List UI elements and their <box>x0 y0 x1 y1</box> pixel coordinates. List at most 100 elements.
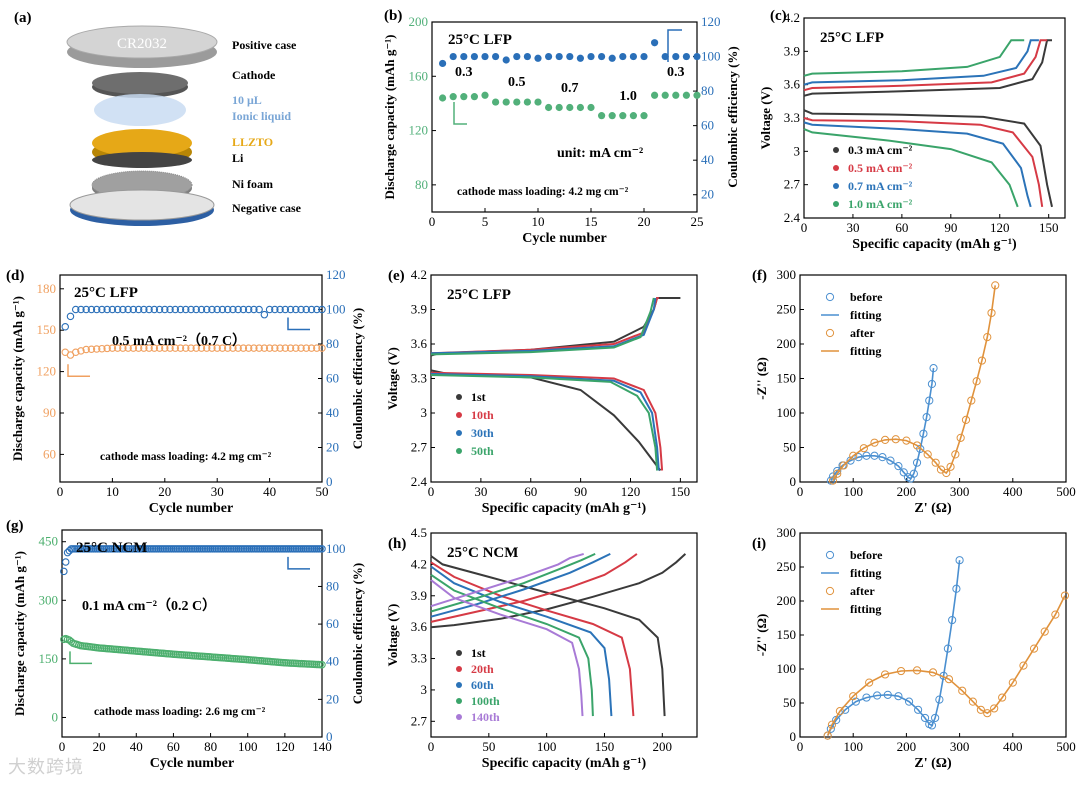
y-axis-label: Discharge capacity (mAh g⁻¹) <box>10 296 25 461</box>
layer-label: Li <box>232 151 244 165</box>
efficiency-point <box>608 54 616 62</box>
capacity-point <box>250 344 258 352</box>
y2-tick-label: 120 <box>326 267 346 282</box>
y-tick-label: 80 <box>415 177 428 192</box>
eis-point <box>899 468 908 477</box>
y-tick-label: 300 <box>39 592 59 607</box>
layer-label: Negative case <box>232 201 302 215</box>
y-tick-label: 3.6 <box>411 619 428 634</box>
efficiency-point <box>140 305 148 314</box>
y-axis-label: Voltage (V) <box>758 87 773 150</box>
efficiency-point <box>124 305 132 314</box>
efficiency-point <box>119 305 127 314</box>
y2-tick-label: 20 <box>326 440 339 455</box>
capacity-point <box>187 344 195 352</box>
y-tick-label: 0 <box>790 474 797 489</box>
efficiency-point <box>318 545 326 553</box>
capacity-point <box>651 91 659 99</box>
efficiency-point <box>640 52 648 61</box>
efficiency-point <box>523 52 532 61</box>
efficiency-point <box>693 52 701 61</box>
y2-tick-label: 60 <box>701 118 714 133</box>
x-tick-label: 40 <box>130 739 143 754</box>
y-tick-label: 150 <box>777 371 797 386</box>
discharge-curve <box>430 374 659 471</box>
legend-label: after <box>850 584 875 598</box>
capacity-point <box>71 348 80 357</box>
y-tick-label: 4.2 <box>411 267 427 282</box>
li-disc <box>92 152 192 168</box>
eis-point <box>1008 678 1017 687</box>
discharge-curve <box>430 372 660 471</box>
efficiency-point <box>61 558 70 566</box>
efficiency-point <box>98 305 106 314</box>
capacity-point <box>182 344 190 352</box>
x-tick-label: 25 <box>691 214 704 229</box>
eis-point <box>859 444 868 453</box>
efficiency-point <box>555 52 563 61</box>
efficiency-point <box>492 52 500 61</box>
x-axis-label: Specific capacity (mAh g⁻¹) <box>852 237 1017 252</box>
efficiency-point <box>77 305 85 314</box>
discharge-curve <box>430 573 594 717</box>
capacity-point <box>92 345 101 353</box>
efficiency-point <box>587 52 595 61</box>
efficiency-point <box>502 56 510 64</box>
charge-curve <box>430 552 584 608</box>
panel-e: (e) 0 30 60 90 120 150 2.4 2.7 3 3.3 3.6 3.9 4.2 Speci… <box>385 267 698 516</box>
x-axis-label: Specific capacity (mAh g⁻¹) <box>482 501 647 516</box>
eis-point <box>828 476 838 485</box>
y-tick-label: 3.9 <box>411 302 427 317</box>
efficiency-point <box>63 548 72 557</box>
legend-marker <box>456 394 462 400</box>
discharge-curve <box>803 109 1053 208</box>
layer-label: Ionic liquid <box>232 109 291 123</box>
y-axis-label: Voltage (V) <box>385 347 400 410</box>
x-tick-label: 90 <box>944 220 957 235</box>
y2-tick-label: 40 <box>326 405 339 420</box>
eis-point <box>951 450 960 459</box>
efficiency-point <box>182 305 190 314</box>
legend-label: 140th <box>471 710 500 724</box>
efficiency-point <box>213 305 221 314</box>
layer-label: Ni foam <box>232 177 273 191</box>
efficiency-point <box>276 305 284 314</box>
x-tick-label: 30 <box>846 220 859 235</box>
y-tick-label: 3 <box>421 405 428 420</box>
legend-label: 1.0 mA cm⁻² <box>848 197 913 211</box>
x-tick-label: 50 <box>482 739 495 754</box>
x-tick-label: 5 <box>482 214 489 229</box>
legend-label: 20th <box>471 662 494 676</box>
efficiency-point <box>286 305 295 314</box>
chart-title: 25°C LFP <box>820 30 884 46</box>
rate-label: 0.7 <box>561 81 579 96</box>
efficiency-point <box>265 305 274 314</box>
eis-point <box>998 693 1007 702</box>
x-tick-label: 120 <box>275 739 295 754</box>
capacity-point <box>481 91 489 99</box>
legend-label: 0.3 mA cm⁻² <box>848 143 913 157</box>
capacity-point <box>640 112 648 120</box>
rate-annotation: 0.1 mA cm⁻²（0.2 C） <box>82 598 216 614</box>
efficiency-point <box>202 305 211 314</box>
layer-label: Cathode <box>232 68 276 82</box>
capacity-point <box>155 344 164 352</box>
y-tick-label: 250 <box>777 302 797 317</box>
efficiency-point <box>470 52 478 61</box>
y-axis-label: Discharge capacity (mAh g⁻¹) <box>382 35 397 200</box>
legend-marker <box>456 666 462 672</box>
chart-title: 25°C LFP <box>447 287 511 303</box>
efficiency-point <box>71 305 80 314</box>
eis-point <box>851 697 860 706</box>
y-tick-label: 4.5 <box>411 525 427 540</box>
efficiency-point <box>566 52 574 61</box>
legend-marker <box>456 430 462 436</box>
eis-point <box>1051 610 1060 619</box>
y2-axis-label: Coulombic efficiency (%) <box>725 46 740 188</box>
rate-annotation: 0.5 mA cm⁻²（0.7 C） <box>112 333 246 349</box>
efficiency-point <box>60 567 68 576</box>
capacity-point <box>598 112 606 120</box>
legend-label: fitting <box>850 344 881 358</box>
y-tick-label: 200 <box>777 593 797 608</box>
